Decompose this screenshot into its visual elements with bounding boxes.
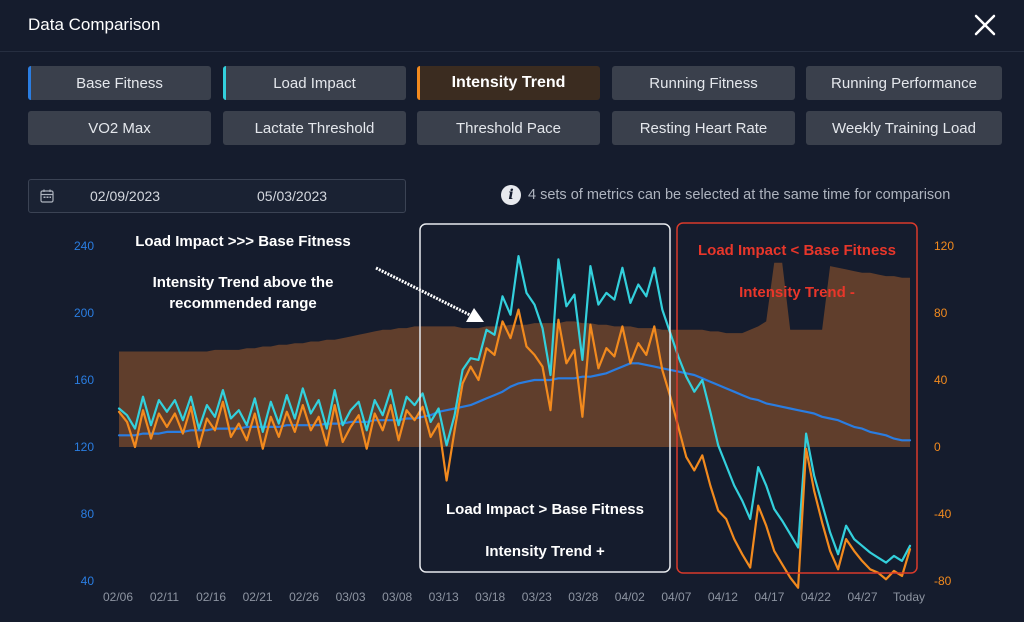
annotation-load-impact-higher: Load Impact > Base Fitness	[446, 501, 644, 518]
close-icon[interactable]	[972, 12, 998, 38]
left-tick-label: 200	[74, 306, 94, 320]
dialog-header: Data Comparison	[0, 0, 1024, 52]
recommended-range-area	[119, 262, 910, 447]
annotation-intensity-positive: Intensity Trend +	[485, 543, 605, 560]
metric-chip-weekly-training-load[interactable]: Weekly Training Load	[806, 111, 1002, 145]
left-tick-label: 120	[74, 440, 94, 454]
left-tick-label: 160	[74, 373, 94, 387]
metric-chip-lactate-threshold[interactable]: Lactate Threshold	[223, 111, 406, 145]
x-tick-label: 02/11	[150, 590, 179, 604]
metric-chip-intensity-trend[interactable]: Intensity Trend	[417, 66, 600, 100]
metric-chip-vo2-max[interactable]: VO2 Max	[28, 111, 211, 145]
metric-chip-base-fitness[interactable]: Base Fitness	[28, 66, 211, 100]
right-tick-label: -80	[934, 574, 952, 588]
x-tick-label: 02/16	[196, 590, 226, 604]
metric-chip-running-performance[interactable]: Running Performance	[806, 66, 1002, 100]
x-tick-label: 04/12	[708, 590, 738, 604]
x-tick-label: 02/06	[103, 590, 133, 604]
annotation-arrow-head	[466, 308, 484, 322]
metric-chip-label: Lactate Threshold	[254, 119, 375, 137]
annotation-load-impact-lower: Load Impact < Base Fitness	[698, 242, 896, 259]
x-tick-label: 04/07	[661, 590, 691, 604]
date-range-picker[interactable]: 02/09/2023 05/03/2023	[28, 179, 406, 213]
series-lines-layer	[117, 254, 912, 589]
annotation-intensity-above-range: Intensity Trend above the	[153, 274, 334, 291]
left-tick-label: 40	[81, 574, 95, 588]
x-tick-label: 03/08	[382, 590, 412, 604]
selection-hint: i 4 sets of metrics can be selected at t…	[501, 185, 950, 205]
annotation-arrow-line	[375, 266, 473, 318]
right-tick-label: 120	[934, 239, 954, 253]
metric-color-bar	[417, 66, 420, 100]
metric-chip-label: Resting Heart Rate	[639, 119, 768, 137]
metric-chip-label: Weekly Training Load	[832, 119, 976, 137]
right-tick-label: 0	[934, 440, 941, 454]
x-tick-label: 04/17	[754, 590, 784, 604]
right-tick-label: 40	[934, 373, 948, 387]
annotation-load-impact-much-higher: Load Impact >>> Base Fitness	[135, 233, 351, 250]
metric-color-bar	[223, 66, 226, 100]
right-axis: -80 -40 0 40 80 120	[934, 239, 954, 588]
metric-chip-label: Running Performance	[831, 74, 977, 92]
x-tick-label: 03/23	[522, 590, 552, 604]
annotation-recommended-range: recommended range	[169, 295, 317, 312]
metric-chip-load-impact[interactable]: Load Impact	[223, 66, 406, 100]
x-tick-label: 04/02	[615, 590, 645, 604]
x-axis: 02/06 02/11 02/16 02/21 02/26 03/03 03/08 03/13…	[103, 590, 925, 604]
increase-phase-box	[419, 223, 671, 573]
annotation-intensity-negative: Intensity Trend -	[739, 284, 855, 301]
end-date[interactable]: 05/03/2023	[257, 188, 328, 204]
info-icon: i	[501, 185, 521, 205]
x-tick-label: Today	[893, 590, 925, 604]
x-tick-label: 03/03	[336, 590, 366, 604]
metric-chip-resting-heart-rate[interactable]: Resting Heart Rate	[612, 111, 795, 145]
x-tick-label: 02/21	[243, 590, 273, 604]
right-tick-label: -40	[934, 507, 952, 521]
calendar-icon	[40, 189, 54, 203]
metric-chip-threshold-pace[interactable]: Threshold Pace	[417, 111, 600, 145]
right-tick-label: 80	[934, 306, 948, 320]
x-tick-label: 04/27	[847, 590, 877, 604]
left-tick-label: 80	[81, 507, 95, 521]
x-tick-label: 03/28	[568, 590, 598, 604]
metric-color-bar	[28, 66, 31, 100]
left-axis: 40 80 120 160 200 240	[74, 239, 94, 588]
metric-chip-running-fitness[interactable]: Running Fitness	[612, 66, 795, 100]
series-line-intensity-trend	[117, 308, 912, 589]
metric-chip-label: VO2 Max	[88, 119, 151, 137]
left-tick-label: 240	[74, 239, 94, 253]
start-date[interactable]: 02/09/2023	[90, 188, 161, 204]
hint-text: 4 sets of metrics can be selected at the…	[528, 187, 951, 203]
dialog-title: Data Comparison	[28, 15, 161, 34]
metric-chip-label: Threshold Pace	[455, 119, 562, 137]
x-tick-label: 03/13	[429, 590, 459, 604]
metric-chip-label: Intensity Trend	[451, 74, 566, 91]
x-tick-label: 03/18	[475, 590, 505, 604]
metric-chip-label: Base Fitness	[76, 74, 163, 92]
series-line-load-impact	[117, 254, 912, 564]
decrease-phase-box	[676, 222, 918, 574]
metric-chip-label: Load Impact	[273, 74, 356, 92]
x-tick-label: 02/26	[289, 590, 319, 604]
metric-chip-label: Running Fitness	[649, 74, 758, 92]
x-tick-label: 04/22	[801, 590, 831, 604]
recommended-range-layer	[119, 262, 910, 447]
